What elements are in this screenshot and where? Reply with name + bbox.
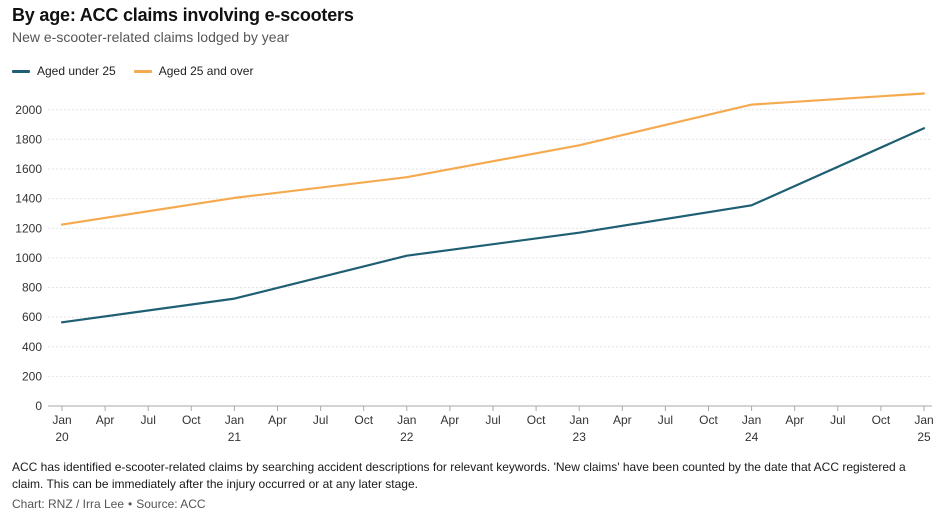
x-tick-label-year: 24	[745, 430, 759, 444]
credit-line: Chart: RNZ / Irra Lee • Source: ACC	[12, 497, 206, 511]
grid-layer	[48, 109, 932, 377]
legend-label-under-25: Aged under 25	[37, 64, 116, 78]
y-tick-label: 200	[22, 369, 42, 383]
y-tick-label: 2000	[15, 103, 42, 117]
y-tick-label: 1200	[15, 221, 42, 235]
x-tick-label-month: Oct	[354, 413, 373, 427]
line-chart: 0 200 400 600 800 1000 1200 1400 1600 1800 2000 Jan…	[15, 92, 934, 444]
x-tick-label-month: Jan	[225, 413, 244, 427]
legend-item-under-25: Aged under 25	[12, 64, 116, 78]
x-tick-label-month: Oct	[872, 413, 891, 427]
x-tick-label-year: 23	[573, 430, 587, 444]
y-tick-label: 1800	[15, 132, 42, 146]
source-credit: Source: ACC	[136, 497, 206, 511]
x-tick-label-month: Jan	[742, 413, 761, 427]
x-tick-label-month: Jul	[313, 413, 328, 427]
axis-layer	[48, 405, 932, 411]
y-tick-label: 0	[35, 399, 42, 413]
y-tick-label: 800	[22, 281, 42, 295]
x-tick-label-month: Apr	[785, 413, 804, 427]
x-tick-label-month: Jul	[658, 413, 673, 427]
x-tick-label-month: Oct	[527, 413, 546, 427]
x-tick-label-month: Apr	[268, 413, 287, 427]
legend-swatch-under-25	[12, 69, 30, 73]
label-layer: 0 200 400 600 800 1000 1200 1400 1600 1800 2000 Jan…	[15, 103, 933, 444]
y-tick-label: 1000	[15, 251, 42, 265]
y-tick-label: 600	[22, 310, 42, 324]
series-layer	[60, 92, 926, 324]
separator-dot-icon: •	[128, 497, 133, 511]
series-line-under-25	[60, 127, 926, 324]
x-tick-label-month: Jan	[52, 413, 71, 427]
series-line-25-and-over	[60, 92, 926, 226]
y-tick-label: 1400	[15, 192, 42, 206]
x-tick-label-year: 25	[917, 430, 931, 444]
legend-item-25-and-over: Aged 25 and over	[133, 64, 254, 78]
chart-title: By age: ACC claims involving e-scooters	[12, 5, 354, 25]
chart-subtitle: New e-scooter-related claims lodged by y…	[12, 29, 290, 45]
x-tick-label-month: Jul	[485, 413, 500, 427]
x-tick-label-year: 21	[228, 430, 242, 444]
x-tick-label-year: 22	[400, 430, 414, 444]
legend-label-25-and-over: Aged 25 and over	[158, 64, 254, 78]
footnote: ACC has identified e-scooter-related cla…	[12, 460, 906, 491]
x-tick-label-month: Jan	[570, 413, 589, 427]
x-tick-label-month: Apr	[96, 413, 115, 427]
x-tick-label-month: Apr	[441, 413, 460, 427]
x-tick-label-year: 20	[55, 430, 69, 444]
x-tick-label-month: Jan	[914, 413, 933, 427]
x-tick-label-month: Jul	[830, 413, 845, 427]
chart-credit: Chart: RNZ / Irra Lee	[12, 497, 125, 511]
y-tick-label: 400	[22, 340, 42, 354]
x-tick-label-month: Apr	[613, 413, 632, 427]
legend-swatch-25-and-over	[133, 69, 152, 73]
x-tick-label-month: Oct	[182, 413, 201, 427]
y-tick-label: 1600	[15, 162, 42, 176]
x-tick-label-month: Jan	[397, 413, 416, 427]
x-tick-label-month: Jul	[141, 413, 156, 427]
x-tick-label-month: Oct	[699, 413, 718, 427]
legend: Aged under 25 Aged 25 and over	[12, 64, 271, 78]
